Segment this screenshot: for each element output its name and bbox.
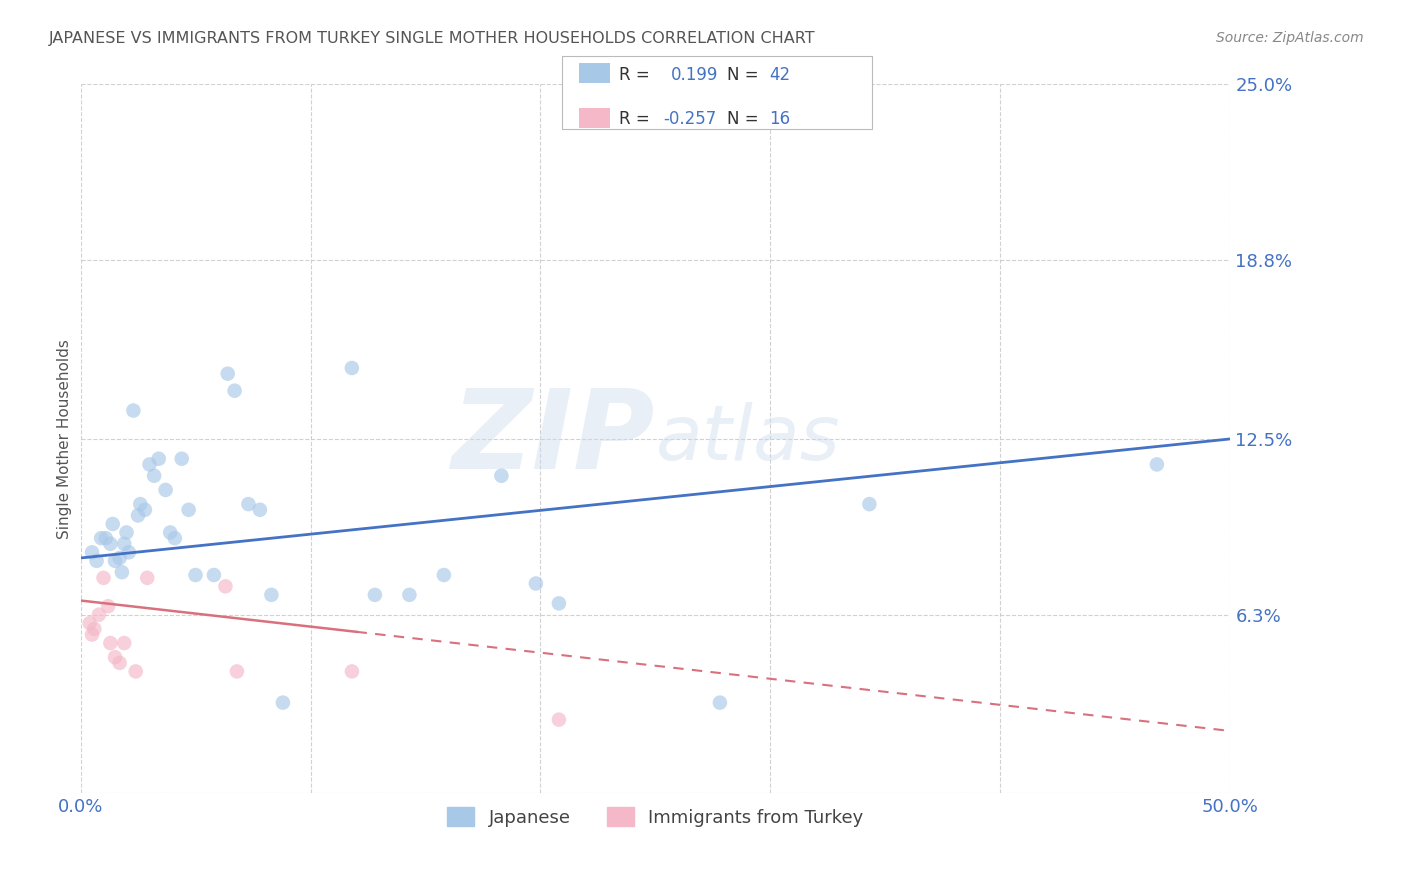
Point xyxy=(83,622,105,636)
Point xyxy=(129,497,152,511)
Point xyxy=(271,696,294,710)
Point xyxy=(340,665,363,679)
Point xyxy=(524,576,547,591)
Point xyxy=(122,403,145,417)
Point xyxy=(548,713,571,727)
Point xyxy=(86,554,108,568)
Point xyxy=(108,551,131,566)
Text: 42: 42 xyxy=(769,66,790,84)
Text: -0.257: -0.257 xyxy=(664,110,717,128)
Point xyxy=(340,361,363,376)
Point xyxy=(1146,458,1168,472)
Point xyxy=(104,554,127,568)
Text: R =: R = xyxy=(619,66,650,84)
Point xyxy=(148,451,170,466)
Point xyxy=(112,537,135,551)
Point xyxy=(80,545,103,559)
Point xyxy=(202,568,225,582)
Point xyxy=(170,451,193,466)
Point xyxy=(184,568,207,582)
Point xyxy=(108,656,131,670)
Text: atlas: atlas xyxy=(655,402,839,476)
Point xyxy=(260,588,283,602)
Text: ZIP: ZIP xyxy=(451,385,655,492)
Point xyxy=(112,636,135,650)
Point xyxy=(97,599,120,614)
Point xyxy=(398,588,420,602)
Point xyxy=(214,579,236,593)
Point xyxy=(125,665,148,679)
Point xyxy=(433,568,456,582)
Point xyxy=(111,565,134,579)
Text: N =: N = xyxy=(727,66,758,84)
Point xyxy=(143,468,166,483)
Point xyxy=(127,508,149,523)
Point xyxy=(858,497,880,511)
Point xyxy=(93,571,115,585)
Point xyxy=(548,596,571,610)
Point xyxy=(101,516,124,531)
Text: 0.199: 0.199 xyxy=(671,66,718,84)
Text: R =: R = xyxy=(619,110,650,128)
Point xyxy=(118,545,141,559)
Point xyxy=(87,607,110,622)
Point xyxy=(177,503,200,517)
Point xyxy=(249,503,271,517)
Point xyxy=(100,636,122,650)
Point xyxy=(238,497,260,511)
Point xyxy=(491,468,513,483)
Point xyxy=(155,483,177,497)
Point xyxy=(90,531,112,545)
Point xyxy=(79,616,101,631)
Point xyxy=(163,531,186,545)
Point xyxy=(136,571,159,585)
Point xyxy=(104,650,127,665)
Point xyxy=(225,665,247,679)
Point xyxy=(134,503,156,517)
Point xyxy=(115,525,138,540)
Point xyxy=(159,525,181,540)
Point xyxy=(94,531,117,545)
Point xyxy=(217,367,239,381)
Point xyxy=(709,696,731,710)
Text: JAPANESE VS IMMIGRANTS FROM TURKEY SINGLE MOTHER HOUSEHOLDS CORRELATION CHART: JAPANESE VS IMMIGRANTS FROM TURKEY SINGL… xyxy=(49,31,815,46)
Text: N =: N = xyxy=(727,110,758,128)
Point xyxy=(138,458,160,472)
Text: 16: 16 xyxy=(769,110,790,128)
Legend: Japanese, Immigrants from Turkey: Japanese, Immigrants from Turkey xyxy=(440,800,870,834)
Point xyxy=(100,537,122,551)
Point xyxy=(224,384,246,398)
Y-axis label: Single Mother Households: Single Mother Households xyxy=(58,339,72,539)
Text: Source: ZipAtlas.com: Source: ZipAtlas.com xyxy=(1216,31,1364,45)
Point xyxy=(364,588,387,602)
Point xyxy=(80,627,103,641)
